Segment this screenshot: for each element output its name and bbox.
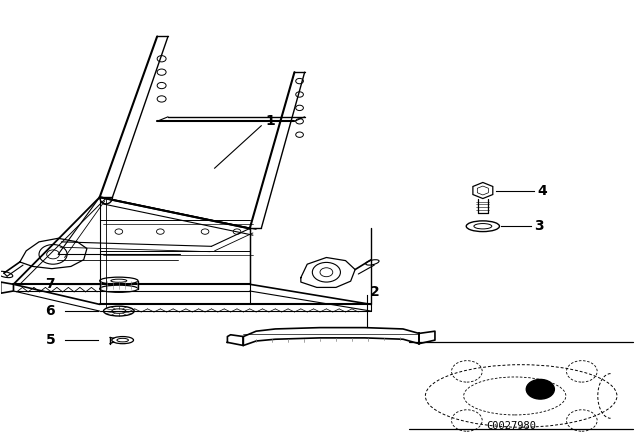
Circle shape <box>526 379 554 399</box>
Text: 6: 6 <box>45 304 55 318</box>
Text: 1: 1 <box>266 114 275 128</box>
Text: 4: 4 <box>537 184 547 198</box>
Text: 7: 7 <box>45 277 55 291</box>
Polygon shape <box>1 282 13 293</box>
Text: 5: 5 <box>45 333 55 347</box>
Text: 3: 3 <box>534 219 543 233</box>
Text: C0027980: C0027980 <box>486 421 536 431</box>
Text: 2: 2 <box>370 285 380 299</box>
